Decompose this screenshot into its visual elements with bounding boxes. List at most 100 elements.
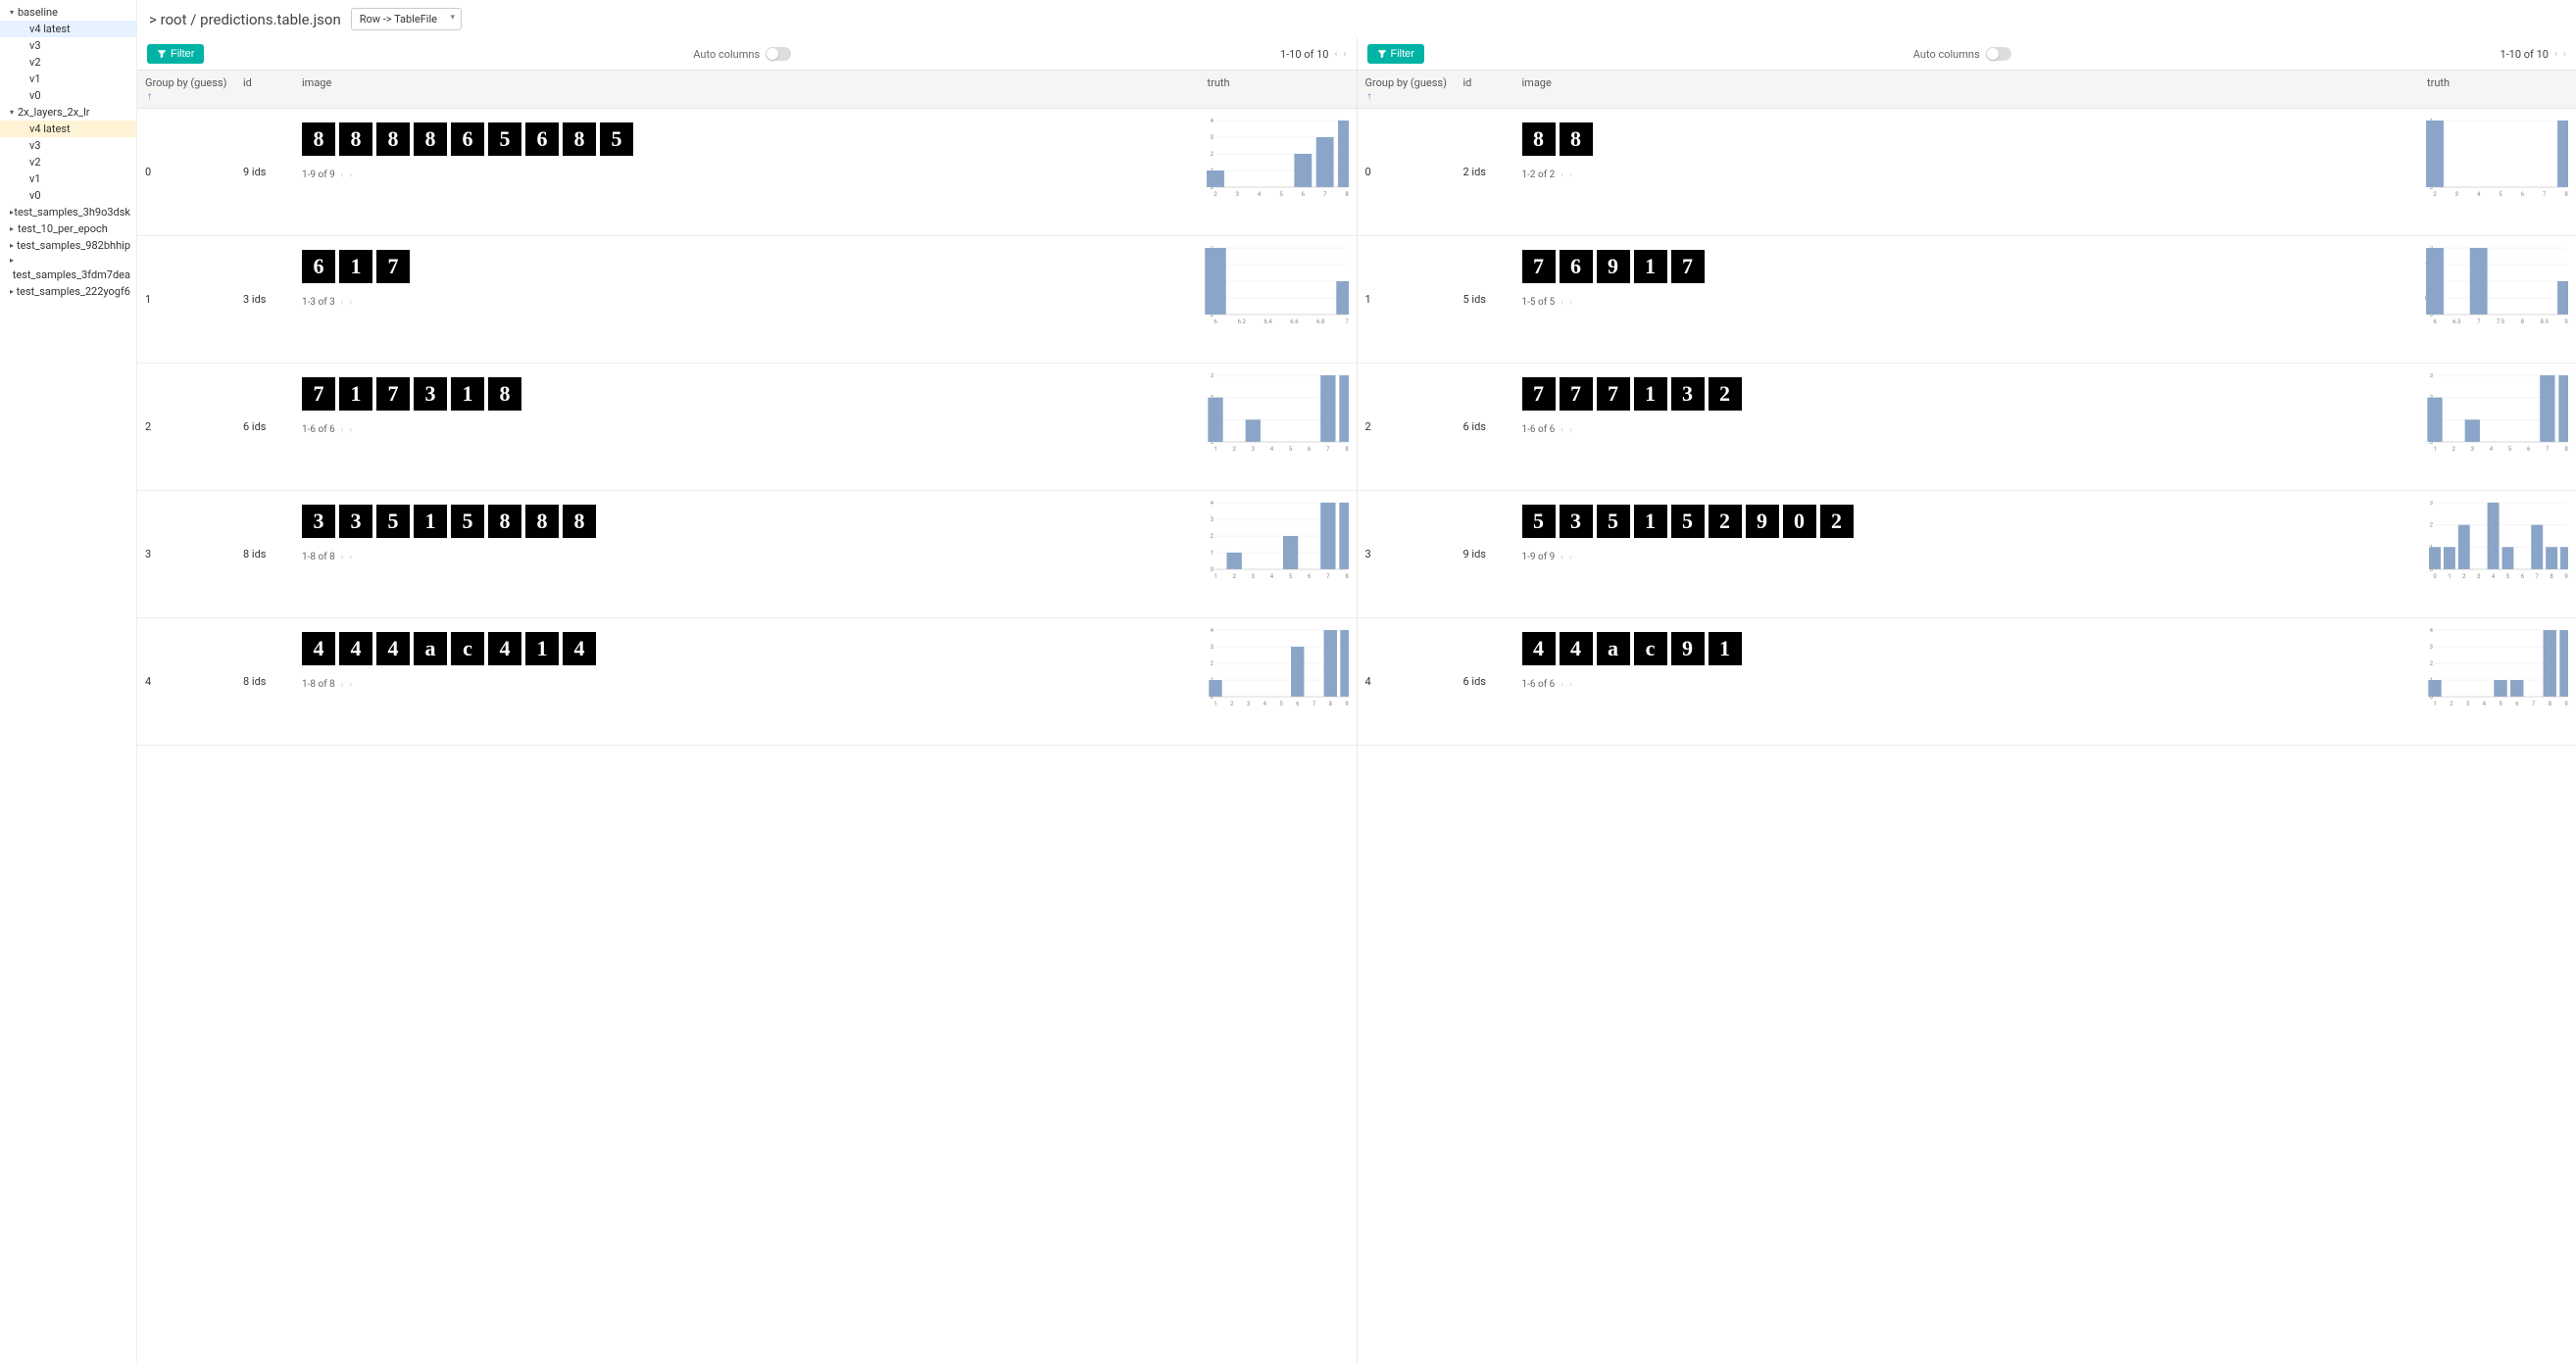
filter-button[interactable]: Filter [1367, 44, 1424, 64]
image-thumb[interactable]: 1 [1709, 632, 1742, 665]
sidebar-item[interactable]: v0 [0, 87, 136, 104]
mini-prev-icon[interactable]: ‹ [341, 680, 344, 690]
image-thumb[interactable]: 4 [376, 632, 410, 665]
col-header-truth[interactable]: truth [2419, 71, 2576, 108]
image-thumb[interactable]: 7 [376, 377, 410, 411]
sidebar-item[interactable]: v3 [0, 137, 136, 154]
image-thumb[interactable]: 1 [339, 377, 372, 411]
image-thumb[interactable]: 1 [414, 505, 447, 538]
row-type-dropdown[interactable]: Row -> TableFile [351, 8, 462, 30]
page-next-icon[interactable]: › [1343, 49, 1346, 60]
sidebar-item[interactable]: v3 [0, 37, 136, 54]
image-thumb[interactable]: 1 [1634, 377, 1667, 411]
image-thumb[interactable]: 5 [600, 122, 633, 156]
sidebar-item[interactable]: v1 [0, 71, 136, 87]
image-thumb[interactable]: 3 [339, 505, 372, 538]
filter-button[interactable]: Filter [147, 44, 204, 64]
image-thumb[interactable]: 7 [1671, 250, 1705, 283]
image-thumb[interactable]: 4 [488, 632, 521, 665]
image-thumb[interactable]: 6 [451, 122, 484, 156]
image-thumb[interactable]: 3 [1560, 505, 1593, 538]
image-thumb[interactable]: 9 [1597, 250, 1630, 283]
image-thumb[interactable]: 8 [339, 122, 372, 156]
image-thumb[interactable]: 6 [525, 122, 559, 156]
image-thumb[interactable]: 8 [414, 122, 447, 156]
image-thumb[interactable]: 9 [1671, 632, 1705, 665]
image-thumb[interactable]: 4 [1522, 632, 1556, 665]
mini-next-icon[interactable]: › [349, 553, 352, 562]
sidebar-item[interactable]: ▸test_samples_3h9o3dsk [0, 204, 136, 220]
sidebar-item[interactable]: v1 [0, 170, 136, 187]
sidebar-item[interactable]: ▾2x_layers_2x_lr [0, 104, 136, 121]
sidebar-item[interactable]: v4 latest [0, 21, 136, 37]
image-thumb[interactable]: 2 [1709, 505, 1742, 538]
mini-next-icon[interactable]: › [349, 298, 352, 308]
col-header-group[interactable]: Group by (guess) ↑ [1358, 71, 1456, 108]
image-thumb[interactable]: 7 [302, 377, 335, 411]
image-thumb[interactable]: c [451, 632, 484, 665]
sidebar-item[interactable]: v2 [0, 154, 136, 170]
mini-prev-icon[interactable]: ‹ [1560, 553, 1563, 562]
col-header-id[interactable]: id [1456, 71, 1514, 108]
auto-columns-toggle[interactable] [766, 47, 791, 61]
col-header-image[interactable]: image [294, 71, 1200, 108]
sidebar-item[interactable]: ▸test_samples_222yogf6 [0, 283, 136, 300]
sidebar-item[interactable]: ▸test_samples_982bhhip [0, 237, 136, 254]
mini-prev-icon[interactable]: ‹ [341, 425, 344, 435]
image-thumb[interactable]: 3 [1671, 377, 1705, 411]
image-thumb[interactable]: 4 [339, 632, 372, 665]
mini-next-icon[interactable]: › [349, 425, 352, 435]
image-thumb[interactable]: 8 [1560, 122, 1593, 156]
image-thumb[interactable]: 1 [1634, 250, 1667, 283]
image-thumb[interactable]: 7 [1560, 377, 1593, 411]
image-thumb[interactable]: 7 [1522, 250, 1556, 283]
image-thumb[interactable]: 5 [488, 122, 521, 156]
mini-prev-icon[interactable]: ‹ [1560, 170, 1563, 180]
image-thumb[interactable]: 1 [339, 250, 372, 283]
image-thumb[interactable]: 5 [1671, 505, 1705, 538]
mini-next-icon[interactable]: › [1569, 553, 1572, 562]
col-header-id[interactable]: id [235, 71, 294, 108]
mini-prev-icon[interactable]: ‹ [341, 298, 344, 308]
mini-next-icon[interactable]: › [349, 170, 352, 180]
image-thumb[interactable]: a [414, 632, 447, 665]
page-prev-icon[interactable]: ‹ [1334, 49, 1337, 60]
image-thumb[interactable]: 8 [1522, 122, 1556, 156]
image-thumb[interactable]: 8 [563, 122, 596, 156]
col-header-image[interactable]: image [1514, 71, 2420, 108]
image-thumb[interactable]: 5 [1522, 505, 1556, 538]
mini-next-icon[interactable]: › [1569, 170, 1572, 180]
sidebar-item[interactable]: v4 latest [0, 121, 136, 137]
image-thumb[interactable]: 3 [414, 377, 447, 411]
mini-next-icon[interactable]: › [1569, 298, 1572, 308]
sidebar-item[interactable]: v0 [0, 187, 136, 204]
sidebar-item[interactable]: test_samples_3fdm7dea [0, 267, 136, 283]
image-thumb[interactable]: 6 [1560, 250, 1593, 283]
image-thumb[interactable]: 8 [376, 122, 410, 156]
image-thumb[interactable]: 8 [525, 505, 559, 538]
image-thumb[interactable]: 2 [1709, 377, 1742, 411]
image-thumb[interactable]: 5 [451, 505, 484, 538]
col-header-group[interactable]: Group by (guess) ↑ [137, 71, 235, 108]
image-thumb[interactable]: 1 [525, 632, 559, 665]
mini-next-icon[interactable]: › [349, 680, 352, 690]
sidebar-item[interactable]: v2 [0, 54, 136, 71]
sidebar-item[interactable]: ▸test_10_per_epoch [0, 220, 136, 237]
image-thumb[interactable]: a [1597, 632, 1630, 665]
image-thumb[interactable]: 7 [376, 250, 410, 283]
image-thumb[interactable]: 8 [488, 377, 521, 411]
image-thumb[interactable]: 7 [1522, 377, 1556, 411]
image-thumb[interactable]: 1 [451, 377, 484, 411]
image-thumb[interactable]: 9 [1746, 505, 1779, 538]
image-thumb[interactable]: 7 [1597, 377, 1630, 411]
col-header-truth[interactable]: truth [1200, 71, 1357, 108]
image-thumb[interactable]: 6 [302, 250, 335, 283]
mini-prev-icon[interactable]: ‹ [1560, 680, 1563, 690]
image-thumb[interactable]: 5 [1597, 505, 1630, 538]
sidebar-item[interactable]: ▾baseline [0, 4, 136, 21]
mini-prev-icon[interactable]: ‹ [1560, 298, 1563, 308]
image-thumb[interactable]: 1 [1634, 505, 1667, 538]
image-thumb[interactable]: 4 [563, 632, 596, 665]
auto-columns-toggle[interactable] [1986, 47, 2011, 61]
mini-prev-icon[interactable]: ‹ [341, 553, 344, 562]
